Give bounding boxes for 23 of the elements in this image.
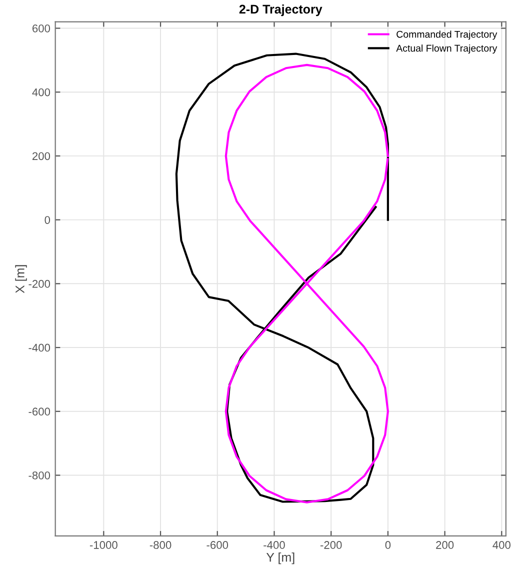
chart-title: 2-D Trajectory	[239, 4, 322, 16]
y-tick-label: 0	[44, 216, 50, 224]
y-tick-label: -400	[28, 344, 50, 352]
x-tick-label: -1000	[90, 541, 118, 549]
legend-label: Commanded Trajectory	[396, 30, 498, 40]
y-axis-title: X [m]	[15, 265, 27, 294]
x-tick-label: -200	[320, 541, 342, 549]
x-tick-label: 400	[492, 541, 510, 549]
line-series	[224, 64, 389, 504]
x-axis-title: Y [m]	[266, 552, 294, 564]
x-tick-label: -400	[264, 541, 285, 549]
x-tick-label: -800	[150, 541, 172, 549]
legend-label: Actual Flown Trajectory	[396, 44, 498, 54]
line-series	[175, 52, 389, 503]
y-tick-label: -800	[28, 472, 50, 480]
x-tick-label: 0	[385, 541, 391, 549]
y-tick-label: 600	[32, 24, 50, 32]
x-tick-label: 200	[436, 541, 454, 549]
y-tick-label: -600	[28, 408, 50, 416]
y-tick-label: 200	[32, 152, 50, 160]
x-tick-label: -600	[206, 541, 228, 549]
y-tick-label: -200	[28, 280, 50, 288]
y-tick-label: 400	[32, 88, 50, 96]
